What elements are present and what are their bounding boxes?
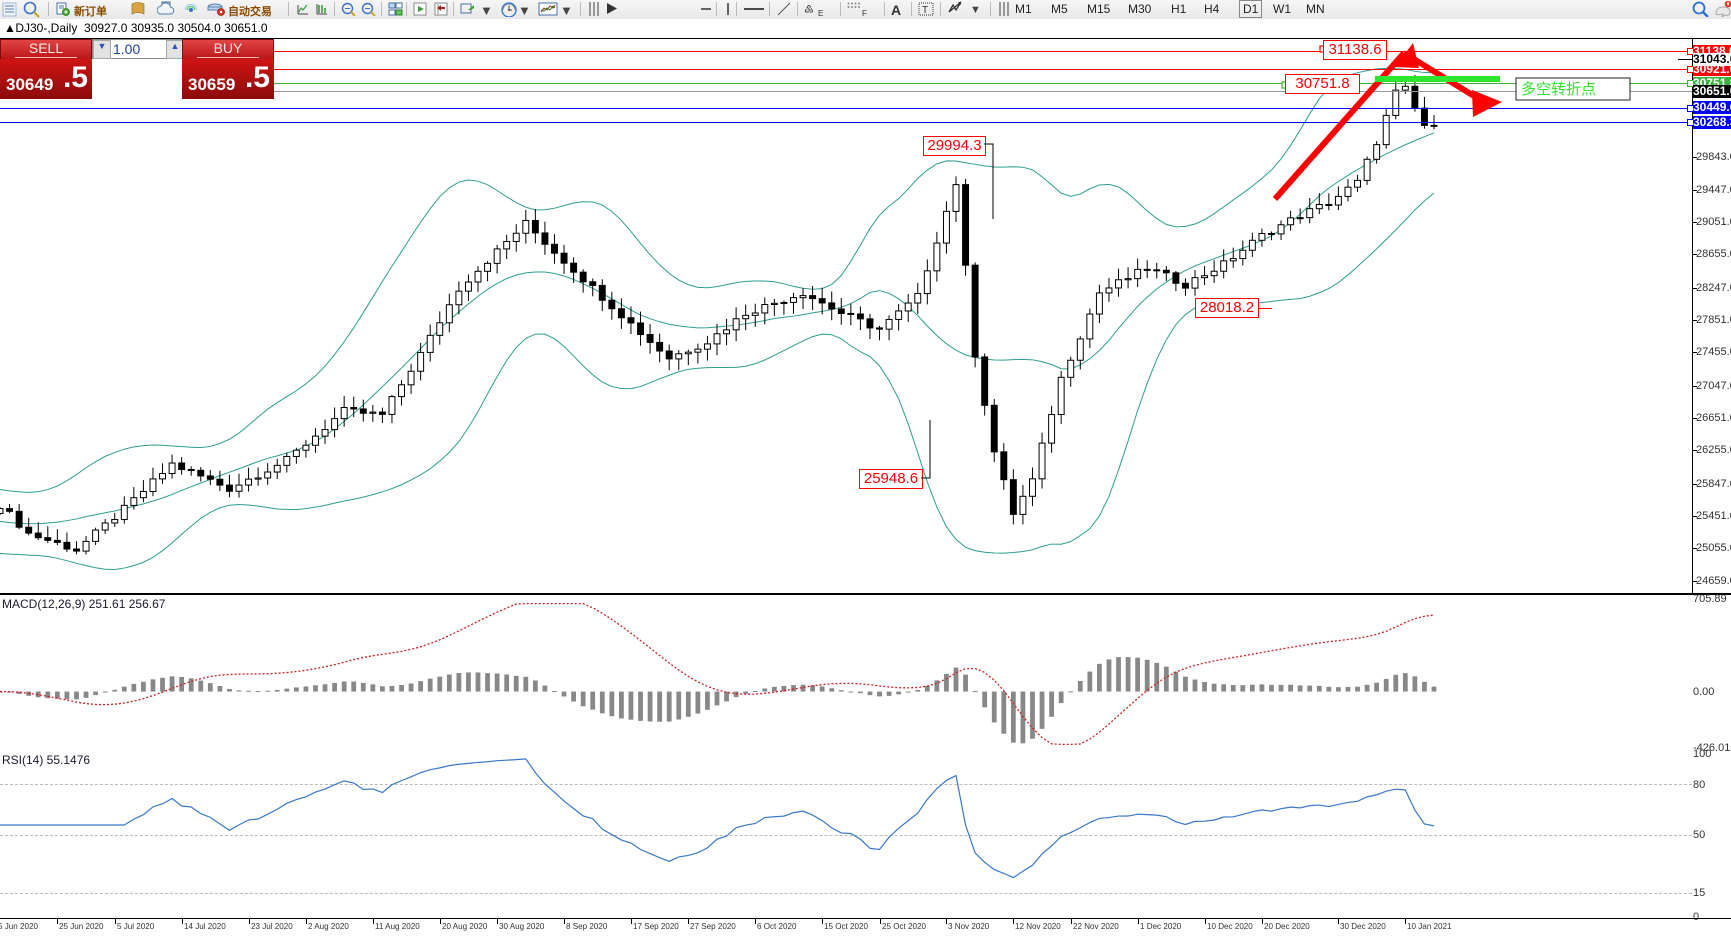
svg-text:多空转折点: 多空转折点 [1521,81,1596,98]
